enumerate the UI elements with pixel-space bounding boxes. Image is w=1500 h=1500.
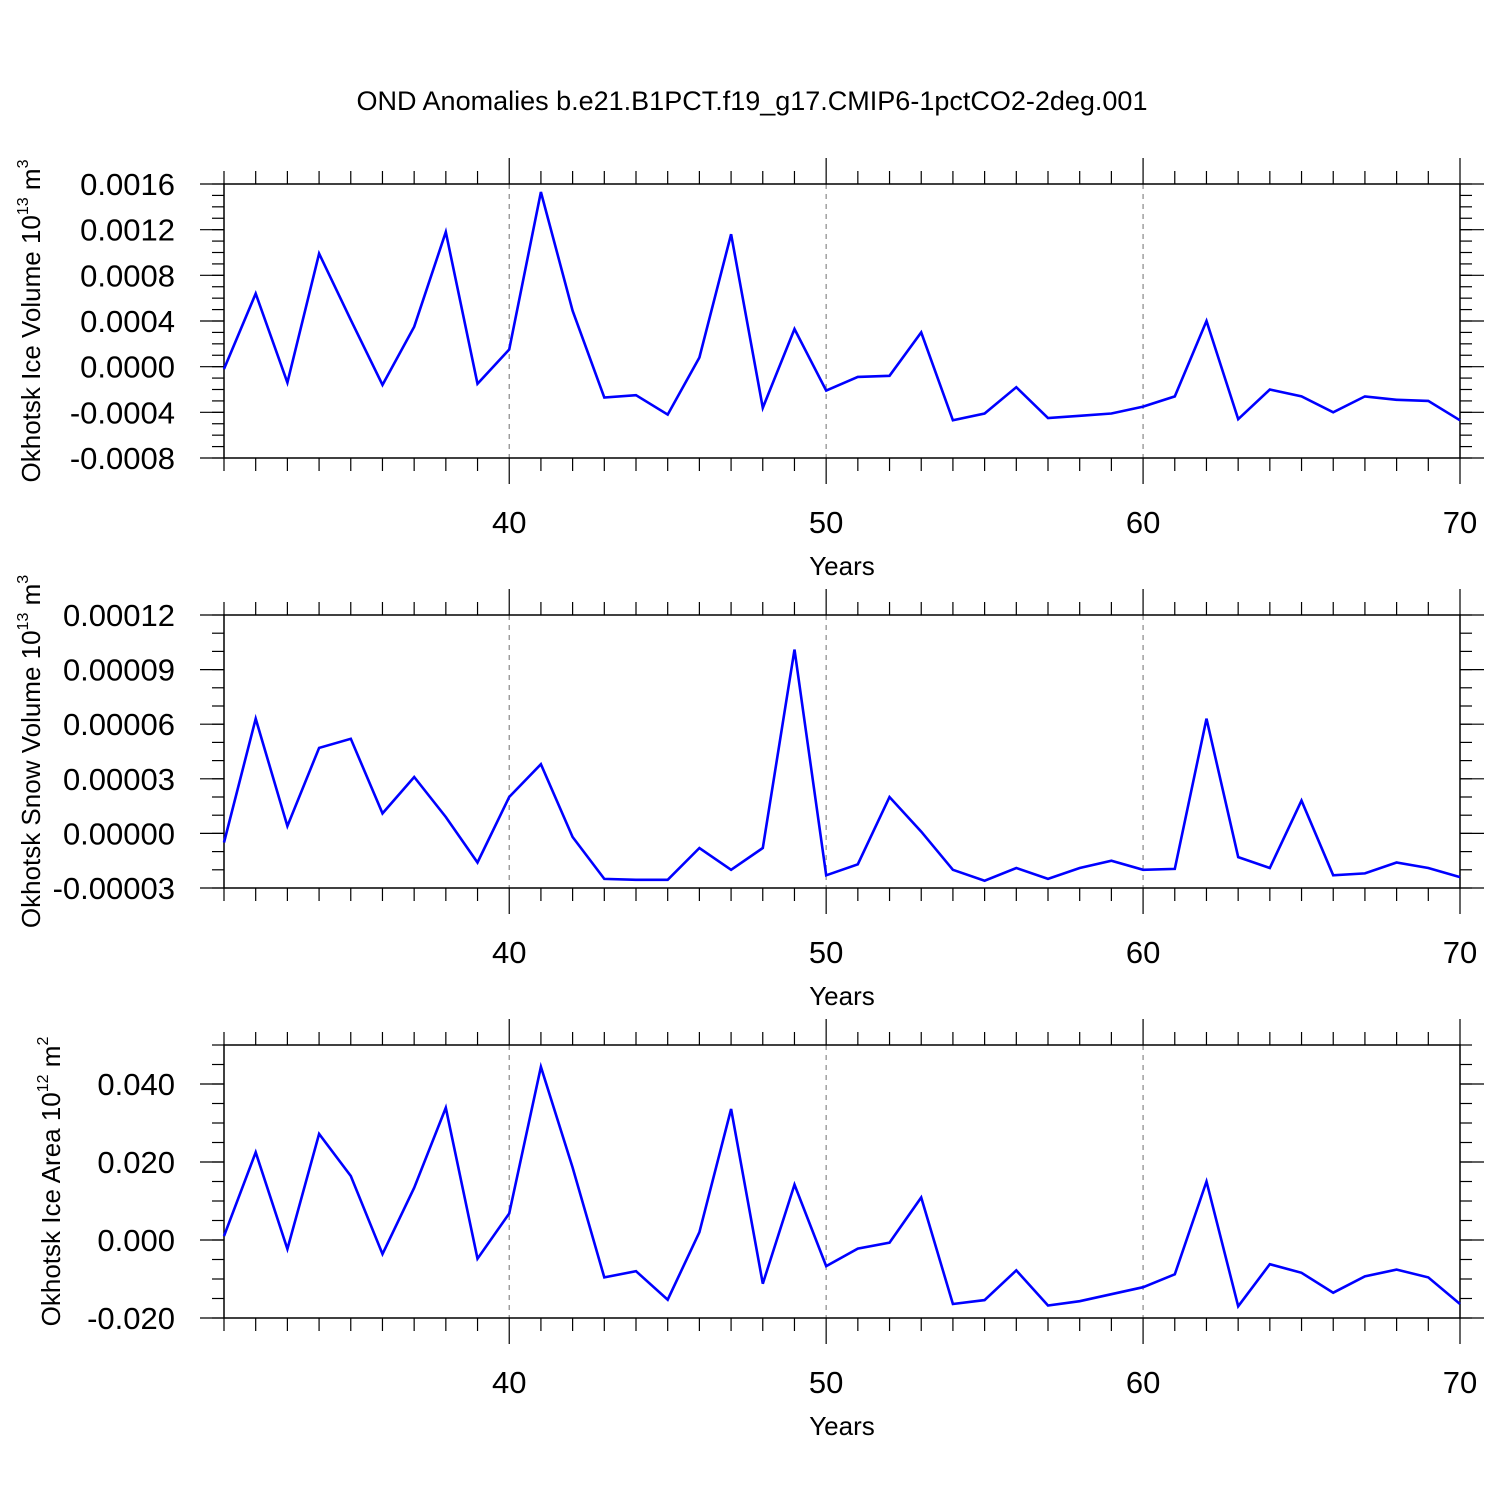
x-axis-label: Years: [809, 551, 875, 581]
x-tick-label: 70: [1443, 505, 1477, 540]
plot-frame: [223, 183, 1461, 459]
x-axis-label: Years: [809, 981, 875, 1011]
x-tick-label: 40: [492, 935, 526, 970]
y-tick-label: 0.0000: [80, 350, 175, 385]
series-line: [222, 649, 1461, 883]
x-axis-label: Years: [809, 1411, 875, 1441]
x-tick-label: 60: [1126, 505, 1160, 540]
plot-frame: [223, 1044, 1461, 1319]
y-tick-label: 0.020: [97, 1145, 175, 1180]
panel-2: 40 50 60 70 Years -0.00003 0.00000 0.00003 0.000…: [15, 575, 1484, 1011]
y-tick-label: 0.00000: [63, 816, 175, 851]
y-axis-label: Okhotsk Ice Volume 1013 m3: [15, 159, 46, 482]
y-axis-label: Okhotsk Snow Volume 1013 m3: [15, 575, 46, 928]
panel-1: 40 50 60 70 Years -0.0008 -0.0004 0.0000 0.0004 0…: [15, 158, 1484, 581]
x-tick-label: 40: [492, 505, 526, 540]
y-tick-label: 0.000: [97, 1223, 175, 1258]
y-tick-label: -0.0004: [70, 395, 175, 430]
series-line: [222, 191, 1461, 422]
x-tick-label: 50: [809, 1365, 843, 1400]
chart-panels: 40 50 60 70Years-0.0008-0.00040.00000.00040…: [15, 158, 1484, 1441]
x-tick-label: 70: [1443, 935, 1477, 970]
y-axis-label: Okhotsk Ice Area 1012 m2: [35, 1037, 66, 1327]
x-tick-label: 40: [492, 1365, 526, 1400]
x-tick-label: 70: [1443, 1365, 1477, 1400]
y-tick-label: 0.00012: [63, 598, 175, 633]
x-tick-label: 60: [1126, 1365, 1160, 1400]
y-tick-label: -0.00003: [53, 871, 175, 906]
y-tick-label: 0.00006: [63, 707, 175, 742]
y-tick-label: -0.0008: [70, 441, 175, 476]
y-tick-label: 0.0016: [80, 167, 175, 202]
y-tick-label: 0.0004: [80, 304, 175, 339]
plot-frame: [223, 614, 1461, 889]
series-line: [222, 1061, 1461, 1310]
x-tick-label: 50: [809, 935, 843, 970]
x-tick-label: 50: [809, 505, 843, 540]
y-tick-label: 0.0012: [80, 213, 175, 248]
x-tick-label: 60: [1126, 935, 1160, 970]
y-tick-label: 0.00003: [63, 762, 175, 797]
y-tick-label: 0.0008: [80, 258, 175, 293]
y-tick-label: 0.040: [97, 1067, 175, 1102]
y-tick-label: -0.020: [87, 1301, 175, 1336]
chart-title: OND Anomalies b.e21.B1PCT.f19_g17.CMIP6-…: [357, 86, 1148, 116]
panel-3: 40 50 60 70 Years -0.020 0.000 0.020 0.040 Okhots…: [35, 1019, 1484, 1441]
y-tick-label: 0.00009: [63, 653, 175, 688]
